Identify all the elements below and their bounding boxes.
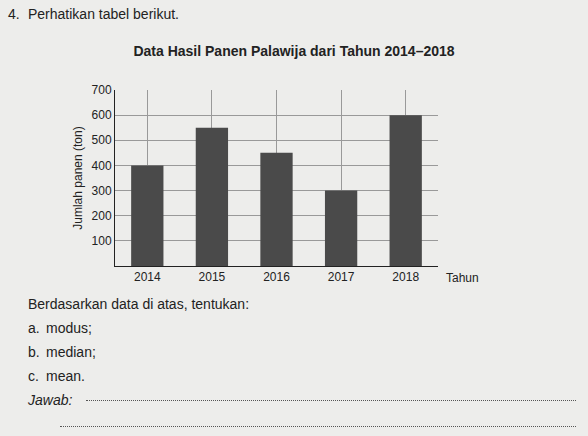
svg-text:2014: 2014 (134, 270, 161, 284)
svg-text:600: 600 (92, 108, 112, 122)
svg-text:200: 200 (92, 209, 112, 223)
html-text:modus;: modus; (46, 320, 92, 336)
svg-text:2018: 2018 (392, 270, 419, 284)
html-text:median;: median; (46, 344, 96, 360)
svg-text:100: 100 (92, 234, 112, 248)
svg-text:Data Hasil Panen Palawija dari: Data Hasil Panen Palawija dari Tahun 201… (133, 43, 454, 59)
html-text:Perhatikan tabel berikut.: Perhatikan tabel berikut. (28, 6, 179, 22)
html-text:Berdasarkan data di atas, tent: Berdasarkan data di atas, tentukan: (28, 296, 249, 312)
svg-text:500: 500 (92, 133, 112, 147)
svg-text:2017: 2017 (328, 270, 355, 284)
html-text:Jawab:: Jawab: (28, 392, 73, 408)
html-text:mean.: mean. (46, 368, 85, 384)
svg-text:Tahun: Tahun (446, 271, 479, 285)
svg-text:300: 300 (92, 184, 112, 198)
svg-text:2016: 2016 (263, 270, 290, 284)
svg-text:2015: 2015 (199, 270, 226, 284)
html-text:c.: c. (28, 368, 39, 384)
html-text:4.: 4. (8, 6, 20, 22)
html-text:a.: a. (28, 320, 40, 336)
svg-text:700: 700 (92, 83, 112, 97)
svg-text:Jumlah panen (ton): Jumlah panen (ton) (71, 126, 85, 229)
svg-text:400: 400 (92, 159, 112, 173)
html-text:b.: b. (28, 344, 40, 360)
